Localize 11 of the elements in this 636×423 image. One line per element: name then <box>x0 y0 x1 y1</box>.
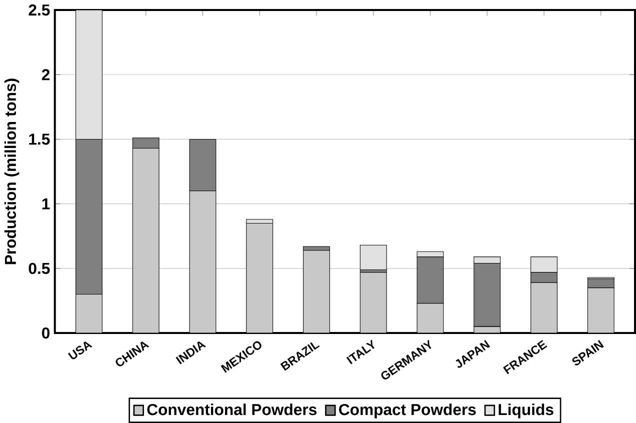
y-tick-label: 2.5 <box>28 4 50 16</box>
x-tick-label: USA <box>68 342 92 360</box>
y-tick-label: 1.5 <box>29 134 50 145</box>
y-tick-label: 2 <box>42 69 50 80</box>
legend-label: Compact Powders <box>339 404 476 418</box>
legend-label: Conventional Powders <box>147 404 317 416</box>
y-tick-label: 1 <box>42 198 50 210</box>
y-tick-label: 0 <box>42 327 50 339</box>
legend-label: Liquids <box>498 404 554 418</box>
y-tick-label: 0.5 <box>28 262 50 274</box>
y-axis-title: Production (million tons) <box>4 78 20 264</box>
